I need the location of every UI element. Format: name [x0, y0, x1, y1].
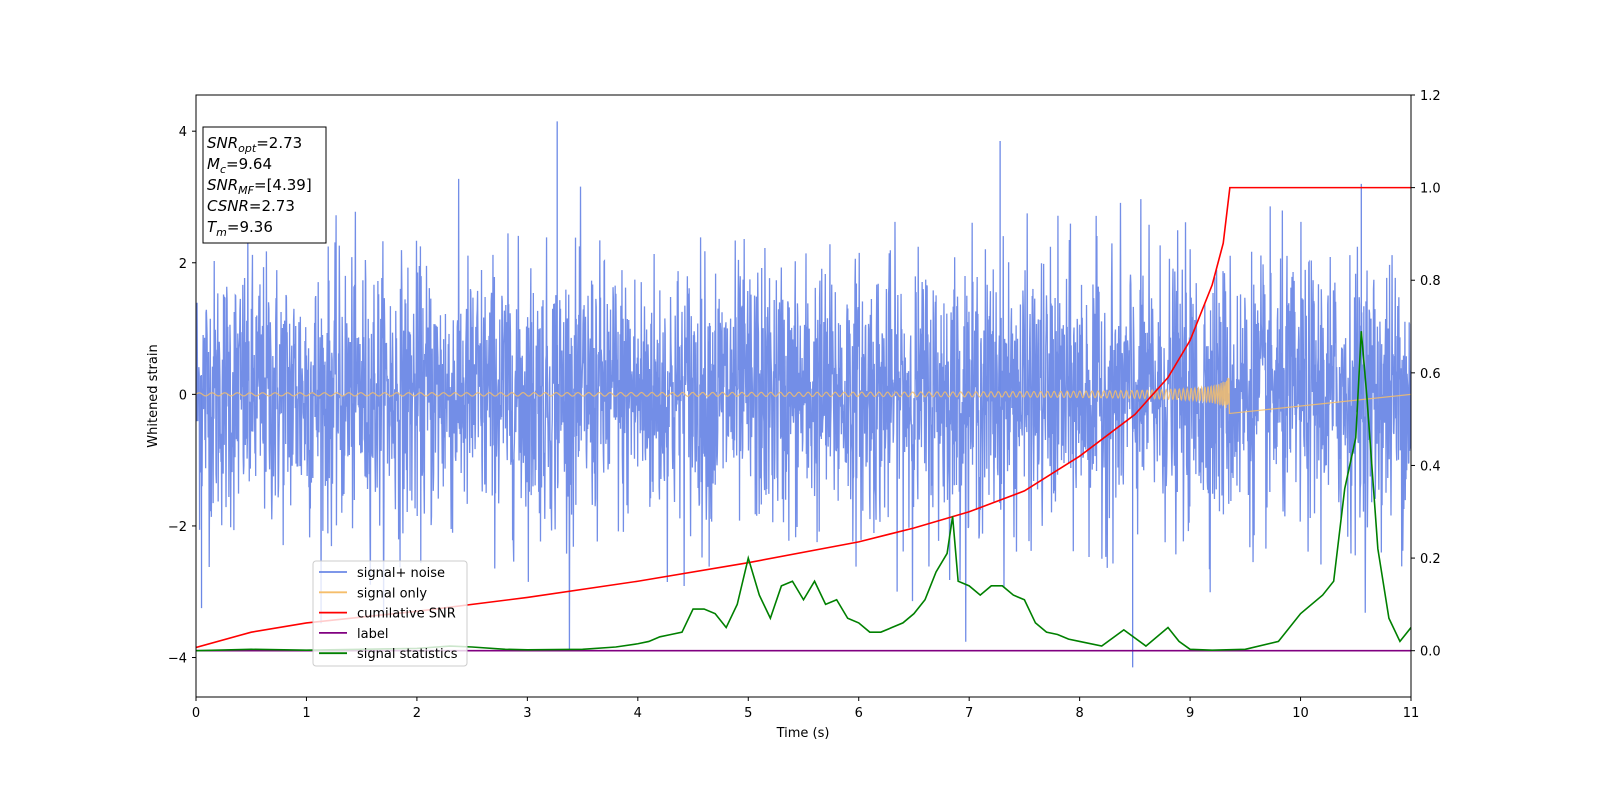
info-box-line: Mc=9.64 — [207, 155, 272, 176]
x-tick-label: 2 — [413, 706, 421, 721]
x-axis-label: Time (s) — [776, 726, 830, 741]
y-right-tick-label: 0.4 — [1420, 459, 1441, 474]
y-right-tick-label: 0.0 — [1420, 645, 1441, 660]
y-axis-right: 1.2 1.0 0.8 0.6 0.4 0.2 0.0 — [1411, 89, 1441, 660]
x-tick-label: 6 — [855, 706, 863, 721]
x-tick-label: 3 — [523, 706, 531, 721]
x-tick-label: 10 — [1292, 706, 1309, 721]
x-tick-label: 5 — [744, 706, 752, 721]
x-tick-label: 4 — [634, 706, 642, 721]
x-tick-label: 7 — [965, 706, 973, 721]
series-signal-noise — [196, 178, 1411, 651]
info-box-line: SNRopt=2.73 — [207, 134, 302, 155]
y-left-tick-label: −2 — [168, 520, 187, 535]
x-tick-label: 0 — [192, 706, 200, 721]
plot-frame — [195, 94, 1412, 698]
y-left-tick-label: 0 — [179, 388, 187, 403]
info-box-line: Tm=9.36 — [207, 218, 273, 239]
y-right-tick-label: 0.8 — [1420, 274, 1441, 289]
legend-label: signal+ noise — [357, 566, 445, 581]
legend-frame — [312, 560, 468, 667]
x-tick-label: 8 — [1075, 706, 1083, 721]
y-left-tick-label: 2 — [179, 257, 187, 272]
legend-label: signal only — [357, 586, 427, 601]
y-left-tick-label: −4 — [168, 652, 187, 667]
series-layer — [196, 121, 1411, 668]
info-box-frame — [202, 126, 327, 244]
info-box-line: CSNR=2.73 — [207, 197, 295, 215]
y-right-tick-label: 1.0 — [1420, 182, 1441, 197]
y-axis-label: Whitened strain — [146, 344, 161, 447]
x-axis: 0 1 2 3 4 5 6 7 8 9 10 11 — [192, 697, 1419, 721]
x-tick-label: 1 — [302, 706, 310, 721]
legend-label: signal statistics — [357, 647, 458, 662]
y-right-tick-label: 1.2 — [1420, 89, 1441, 104]
legend: signal+ noise signal only cumilative SNR la… — [312, 560, 468, 667]
y-right-tick-label: 0.6 — [1420, 367, 1441, 382]
legend-label: label — [357, 627, 388, 642]
y-axis-left: 4 2 0 −2 −4 — [168, 125, 196, 667]
info-box-line: SNRMF=[4.39] — [207, 176, 312, 197]
y-left-tick-label: 4 — [179, 125, 187, 140]
legend-label: cumilative SNR — [357, 607, 456, 622]
y-right-tick-label: 0.2 — [1420, 552, 1441, 567]
series-signal-only — [196, 377, 1411, 415]
series-signal-statistics — [196, 331, 1411, 652]
x-tick-label: 11 — [1403, 706, 1420, 721]
x-tick-label: 9 — [1186, 706, 1194, 721]
